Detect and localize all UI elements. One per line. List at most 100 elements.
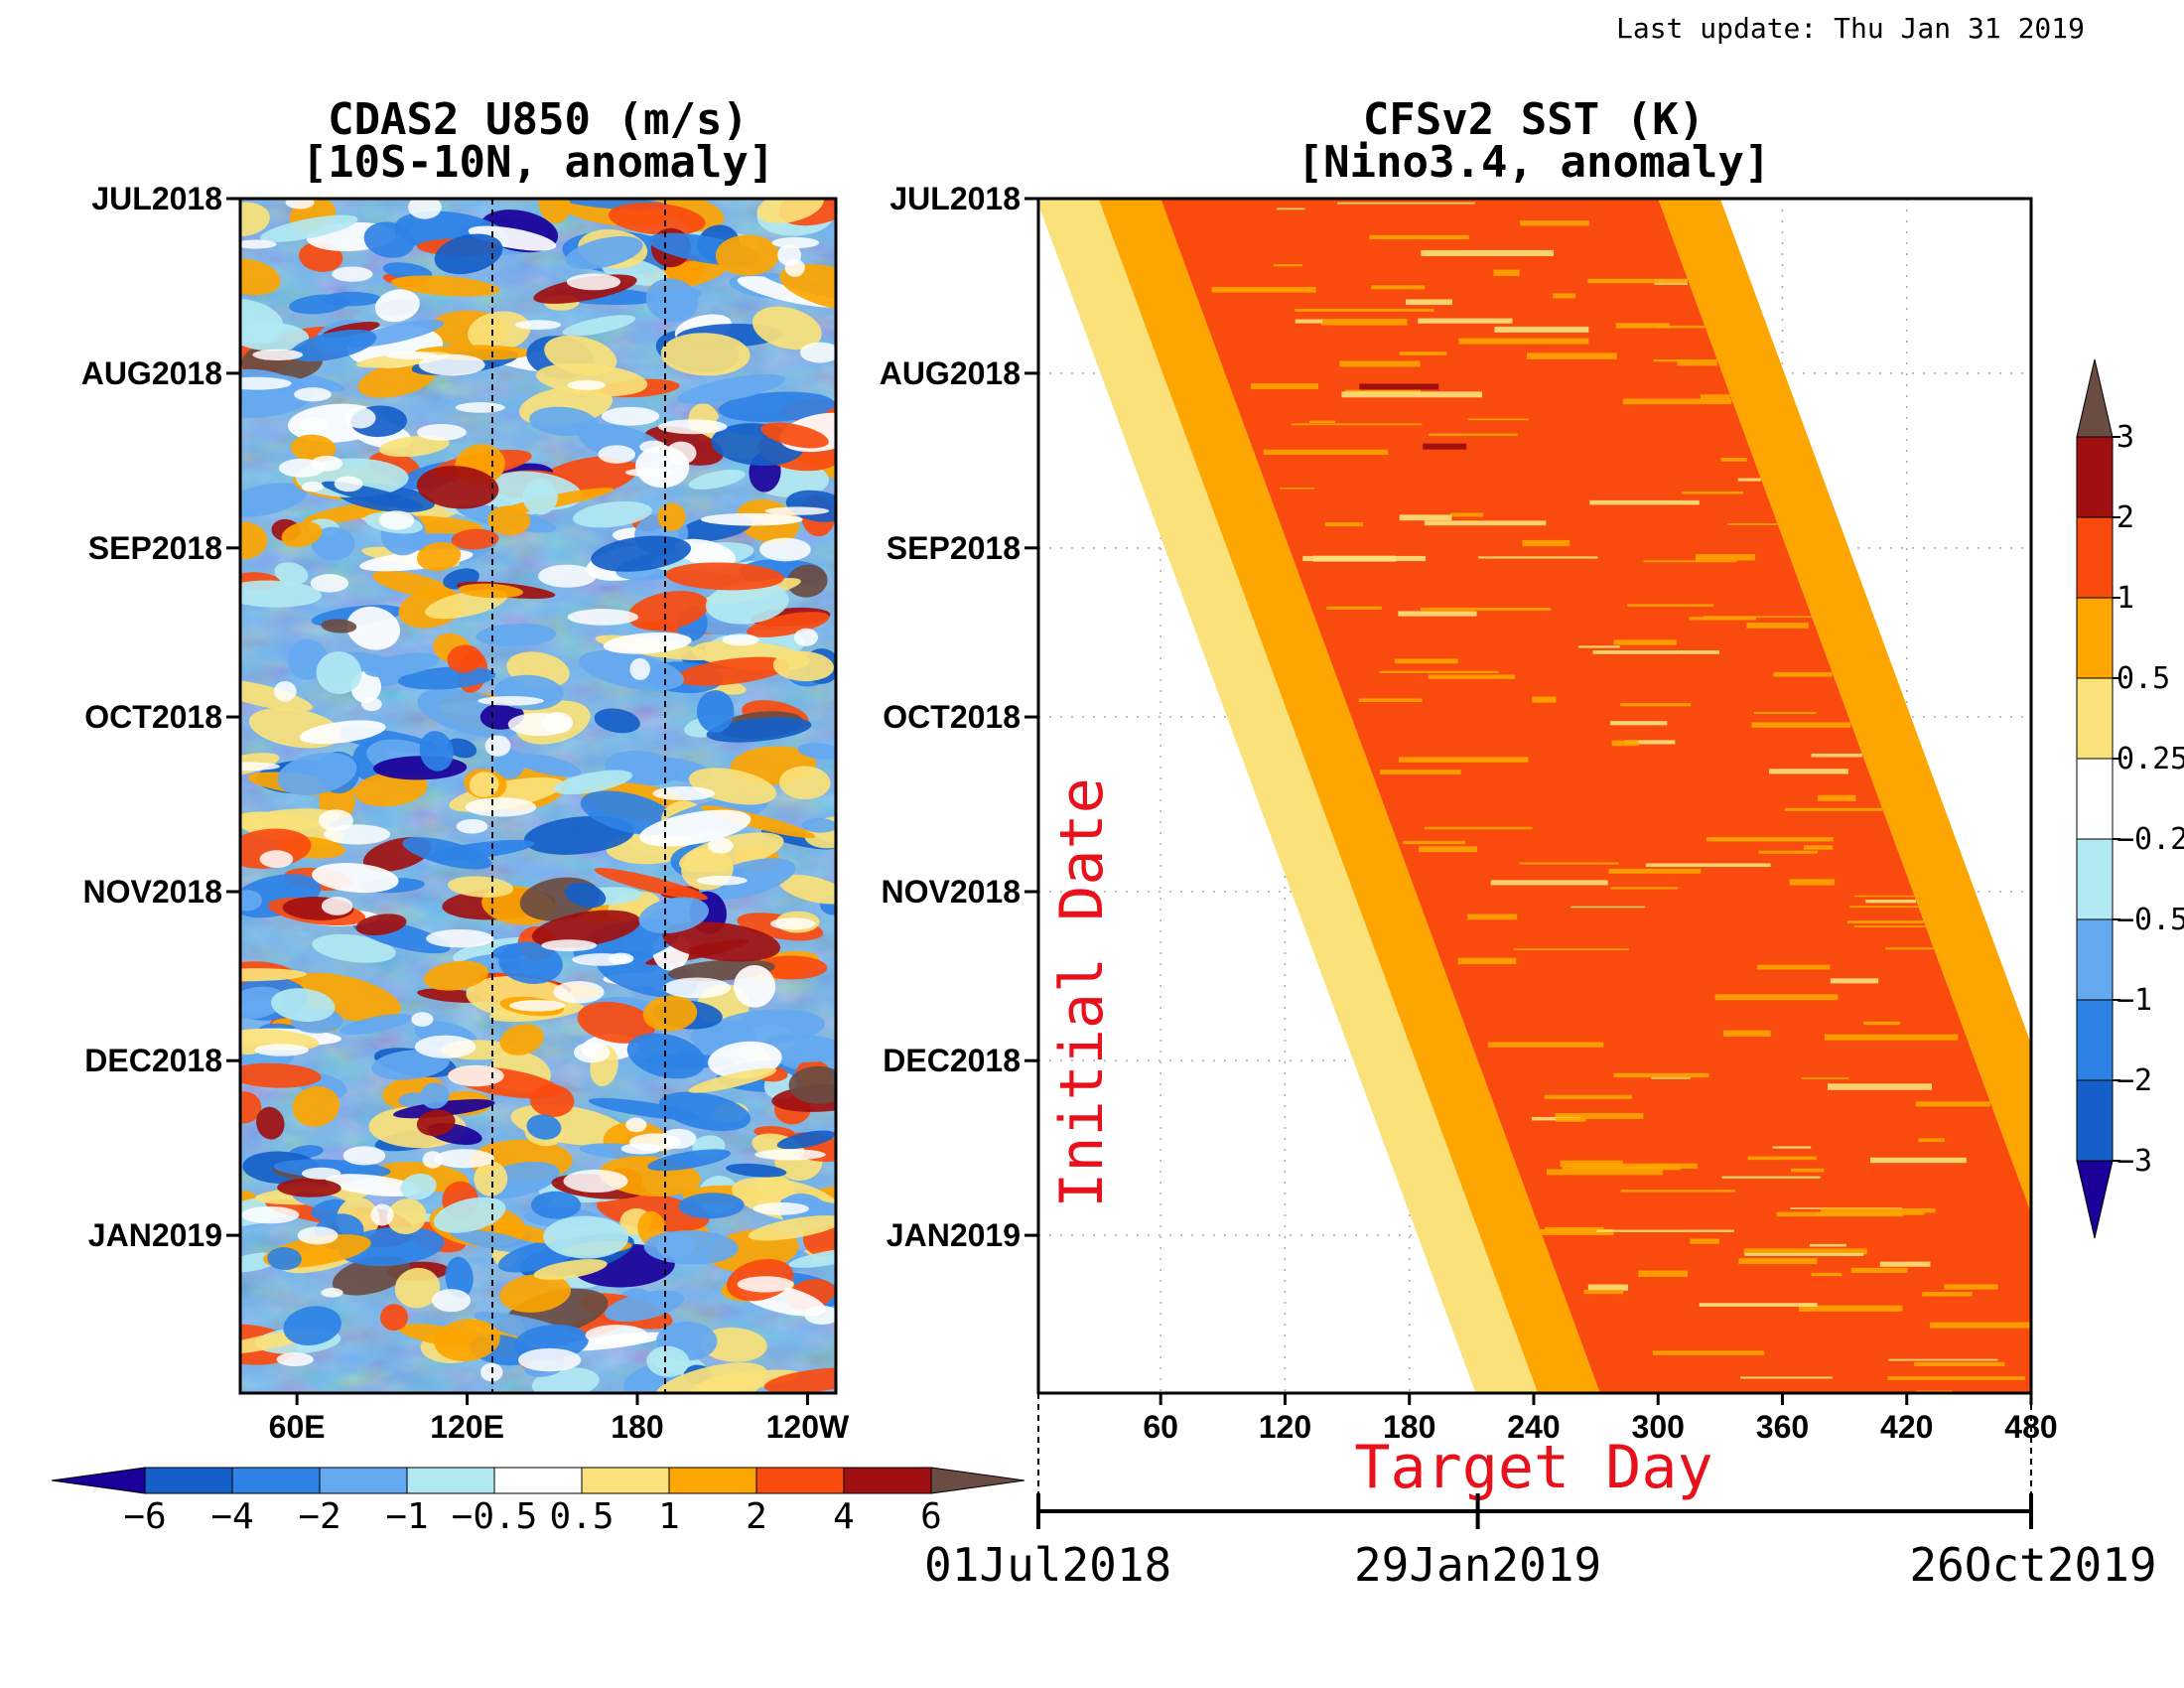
u850-neutral-blob — [484, 735, 511, 757]
u850-anomaly-blob — [374, 289, 420, 323]
sst-colorbar-label: −1 — [2116, 983, 2152, 1018]
sst-streak — [1276, 208, 1305, 211]
sst-streak — [1818, 794, 1856, 801]
sst-colorbar-swatch — [2076, 999, 2114, 1081]
sst-streak — [1651, 1076, 1691, 1079]
u850-anomaly-blob — [726, 1163, 787, 1178]
sst-streak — [1273, 264, 1302, 267]
u850-anomaly-blob — [760, 422, 829, 449]
u850-neutral-blob — [259, 850, 294, 868]
u850-neutral-blob — [771, 236, 820, 248]
sst-streak — [1853, 895, 1915, 898]
u850-anomaly-blob — [316, 651, 362, 695]
u850-anomaly-blob — [398, 1092, 428, 1108]
u850-anomaly-blob — [687, 1372, 763, 1393]
sst-streak — [1487, 1042, 1604, 1048]
sst-y-tick-label: OCT2018 — [883, 699, 1021, 735]
u850-anomaly-blob — [533, 1259, 608, 1280]
u850-anomaly-blob — [240, 808, 341, 832]
u850-colorbar-label: −1 — [385, 1496, 428, 1537]
sst-colorbar-swatch — [2076, 838, 2114, 920]
u850-colorbar-label: −6 — [123, 1496, 166, 1537]
u850-anomaly-blob — [420, 1082, 450, 1109]
u850-colorbar-swatch — [668, 1467, 757, 1494]
sst-x-tick-label: 240 — [1507, 1409, 1560, 1445]
sst-streak — [1418, 318, 1513, 324]
sst-streak — [1830, 978, 1879, 984]
sst-streak — [1653, 359, 1690, 362]
sst-streak — [1490, 880, 1608, 886]
sst-streak — [1596, 1229, 1734, 1232]
u850-anomaly-blob — [788, 1247, 836, 1268]
u850-anomaly-blob — [553, 770, 633, 795]
u850-anomaly-blob — [240, 986, 286, 1020]
u850-frame — [238, 197, 838, 1395]
u850-anomaly-blob — [688, 1067, 777, 1093]
sst-streak — [1494, 326, 1589, 333]
u850-anomaly-blob — [380, 1304, 409, 1332]
sst-streak — [1776, 1211, 1903, 1217]
u850-anomaly-blob — [763, 1367, 836, 1393]
sst-streak — [1703, 616, 1812, 619]
sst-forecast-band — [1038, 199, 1539, 1393]
sst-colorbar-swatch — [2076, 677, 2114, 760]
u850-neutral-blob — [252, 349, 304, 360]
u850-anomaly-blob — [801, 817, 836, 833]
sst-colorbar-swatch — [2076, 597, 2114, 679]
u850-neutral-blob — [553, 980, 605, 1004]
sst-streak — [1394, 658, 1458, 664]
u850-colorbar-label: −0.5 — [452, 1496, 538, 1537]
sst-streak — [1850, 1267, 1908, 1273]
u850-neutral-blob — [378, 510, 415, 530]
sst-streak — [1879, 1261, 1931, 1267]
u850-neutral-blob — [385, 351, 438, 359]
sst-streak — [1758, 850, 1819, 854]
sst-streak — [1493, 269, 1520, 277]
u850-anomaly-blob — [292, 1085, 341, 1127]
u850-anomaly-blob — [710, 1009, 826, 1046]
sst-x-tick-label: 360 — [1756, 1409, 1809, 1445]
u850-anomaly-blob — [340, 1014, 413, 1036]
sst-streak — [1627, 604, 1714, 607]
u850-anomaly-blob — [577, 1001, 655, 1044]
sst-streak — [1695, 554, 1756, 561]
u850-anomaly-blob — [419, 731, 454, 772]
sst-colorbar-swatch — [2076, 1079, 2114, 1162]
u850-neutral-blob — [625, 1117, 647, 1133]
sst-streak — [1801, 1077, 1849, 1080]
sst-streak — [1827, 1083, 1933, 1090]
u850-colorbar-swatch — [755, 1467, 845, 1494]
sst-streak — [1740, 1376, 1833, 1379]
u850-neutral-blob — [273, 681, 297, 702]
sst-x-tick-label: 120 — [1259, 1409, 1311, 1445]
sst-streak — [1624, 740, 1676, 745]
sst-streak — [1309, 420, 1336, 423]
u850-anomaly-blob — [281, 521, 323, 548]
sst-streak — [1915, 1101, 1990, 1107]
u850-anomaly-blob — [778, 874, 836, 905]
u850-neutral-blob — [566, 273, 621, 291]
u850-anomaly-blob — [643, 1230, 739, 1265]
u850-anomaly-blob — [786, 564, 828, 598]
u850-anomaly-blob — [311, 526, 355, 561]
sst-streak — [1865, 899, 1916, 904]
u850-neutral-blob — [696, 875, 748, 886]
u850-neutral-blob — [411, 1012, 434, 1027]
u850-anomaly-blob — [594, 708, 640, 734]
sst-streak — [1555, 1113, 1644, 1119]
u850-x-tick-label: 120E — [430, 1409, 504, 1445]
u850-anomaly-blob — [290, 434, 337, 463]
sst-streak — [1922, 1291, 1973, 1297]
u850-colorbar-swatch — [144, 1467, 233, 1494]
u850-anomaly-blob — [378, 435, 450, 458]
u850-anomaly-blob — [677, 373, 785, 404]
sst-streak — [1700, 394, 1730, 399]
sst-colorbar-label: 2 — [2116, 500, 2134, 535]
u850-anomaly-blob — [468, 225, 557, 251]
u850-anomaly-blob — [646, 1345, 690, 1377]
u850-anomaly-blob — [696, 689, 735, 733]
u850-anomaly-blob — [514, 754, 582, 777]
sst-streak — [1846, 920, 1924, 923]
sst-streak — [1613, 1072, 1709, 1078]
u850-anomaly-blob — [240, 968, 308, 982]
